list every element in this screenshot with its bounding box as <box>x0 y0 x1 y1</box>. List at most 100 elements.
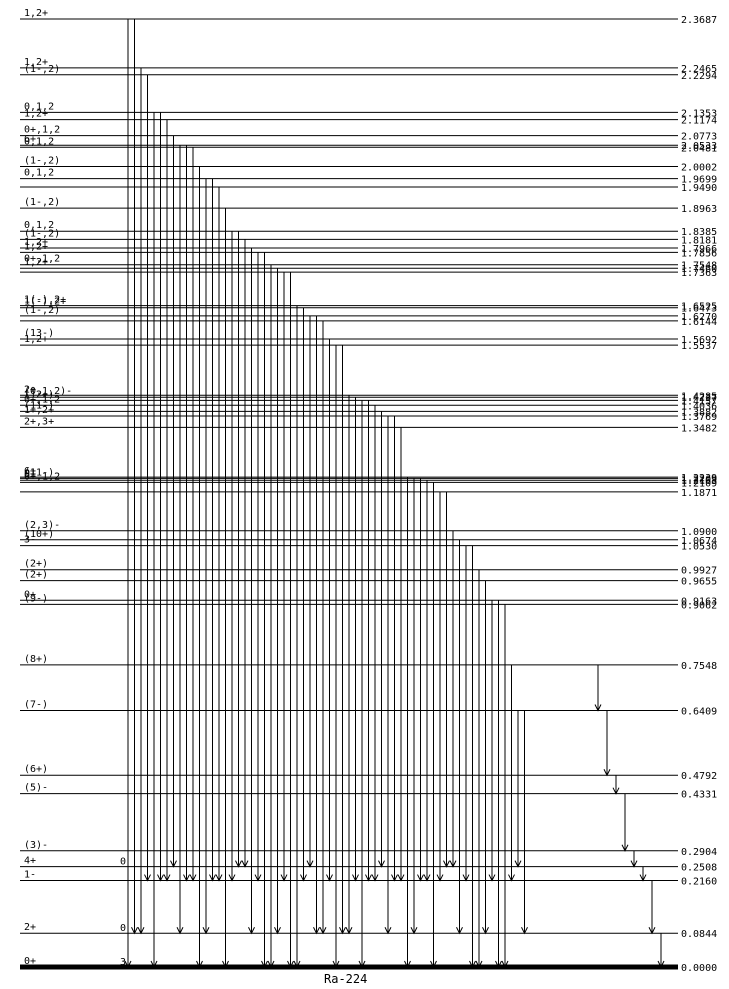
gamma-arrowhead <box>157 874 164 882</box>
gamma-arrowhead <box>456 926 463 935</box>
level-spin-label: 1(-),2+ <box>24 295 66 306</box>
gamma-arrowhead <box>144 874 151 882</box>
level-energy-label: 1.7363 <box>681 268 717 279</box>
level-energy-label: 1.4036 <box>681 401 717 412</box>
level-energy-label: 1.3882 <box>681 407 717 418</box>
level-energy-label: 2.0533 <box>681 141 717 152</box>
level-marker-label: 0 <box>120 923 126 934</box>
gamma-arrowhead <box>594 704 602 712</box>
gamma-arrowhead <box>196 960 203 969</box>
level-energy-label: 1.4237 <box>681 393 717 404</box>
level-energy-label: 0.9062 <box>681 600 717 611</box>
gamma-arrowhead <box>371 874 379 882</box>
gamma-arrowhead <box>300 874 307 882</box>
level-spin-label: 0+ <box>24 589 36 600</box>
gamma-arrowhead <box>648 926 656 935</box>
gamma-arrowhead <box>215 874 223 882</box>
gamma-arrowhead <box>384 926 392 935</box>
level-energy-label: 2.0481 <box>681 143 717 154</box>
level-spin-label: 4+ <box>24 856 36 867</box>
level-energy-label: 1.6473 <box>681 304 717 315</box>
gamma-arrowhead <box>183 874 190 882</box>
level-energy-label: 1.5537 <box>681 341 717 352</box>
level-energy-label: 1.4285 <box>681 391 717 402</box>
gamma-arrowhead <box>176 926 184 935</box>
level-energy-label: 0.2904 <box>681 847 717 858</box>
gamma-arrowhead <box>495 960 502 969</box>
level-energy-label: 1.8385 <box>681 227 717 238</box>
gamma-arrowhead <box>137 926 145 935</box>
gamma-arrowhead <box>430 960 437 969</box>
gamma-arrowhead <box>287 960 294 969</box>
gamma-arrowhead <box>410 926 418 935</box>
gamma-arrowhead <box>326 874 333 882</box>
level-energy-label: 1.7966 <box>681 244 717 255</box>
gamma-arrowhead <box>163 874 171 882</box>
level-spin-label: (0,1,2)- <box>24 386 72 397</box>
gamma-arrowhead <box>603 768 611 777</box>
level-energy-label: 2.0002 <box>681 162 717 173</box>
gamma-arrowhead <box>378 860 385 868</box>
level-energy-label: 0.0000 <box>681 963 717 974</box>
level-spin-label: (5)- <box>24 783 48 794</box>
level-spin-label: 1,2+ <box>24 57 48 68</box>
level-spin-label: (1-,2) <box>24 155 60 166</box>
gamma-arrowhead <box>417 874 424 882</box>
level-spin-label: 1+,2+ <box>24 405 54 416</box>
level-spin-label: 0+,1,2 <box>24 471 60 482</box>
level-spin-label: 1,2+ <box>24 237 48 248</box>
gamma-arrowhead <box>657 960 665 969</box>
level-energy-label: 1.7856 <box>681 248 717 259</box>
level-spin-label: 0,1,2 <box>24 136 54 147</box>
gamma-arrowhead <box>306 860 314 868</box>
gamma-arrowhead <box>404 960 411 969</box>
level-spin-label: 0+,1,2 <box>24 394 60 405</box>
level-energy-label: 1.9490 <box>681 183 717 194</box>
level-spin-label: (1-,2) <box>24 64 60 75</box>
level-spin-label: (9-) <box>24 593 48 604</box>
level-spin-label: 2+ <box>24 922 36 933</box>
level-energy-label: 1.7460 <box>681 264 717 275</box>
level-spin-label: 6+ <box>24 134 36 145</box>
level-energy-label: 2.1353 <box>681 108 717 119</box>
gamma-arrowhead <box>514 860 522 868</box>
level-spin-label: 0+ <box>24 956 36 967</box>
gamma-arrowhead <box>235 860 242 868</box>
level-energy-label: 1.0674 <box>681 536 717 547</box>
gamma-arrowhead <box>293 960 301 969</box>
gamma-arrowhead <box>124 960 132 969</box>
gamma-arrowhead <box>358 960 366 969</box>
gamma-arrowhead <box>443 860 450 868</box>
level-marker-label: 3 <box>120 957 126 968</box>
level-spin-label: 1- <box>24 870 36 881</box>
level-spin-label: (11-) <box>24 400 54 411</box>
gamma-arrowhead <box>469 960 476 969</box>
level-energy-label: 1.5692 <box>681 335 717 346</box>
gamma-arrowhead <box>508 874 515 882</box>
level-energy-label: 1.8963 <box>681 204 717 215</box>
level-spin-label: 1,2+ <box>24 334 48 345</box>
level-spin-label: 0+,1,2 <box>24 125 60 136</box>
gamma-arrowhead <box>397 874 405 882</box>
level-energy-label: 1.9699 <box>681 175 717 186</box>
level-spin-label: (2,3)- <box>24 520 60 531</box>
level-energy-label: 0.9163 <box>681 596 717 607</box>
gamma-arrowhead <box>630 860 638 868</box>
level-energy-label: 1.3769 <box>681 412 717 423</box>
level-spin-label: 1,2+ <box>24 241 48 252</box>
gamma-arrowhead <box>475 960 483 969</box>
level-energy-label: 1.6270 <box>681 312 717 323</box>
level-spin-label: (1-,2) <box>24 305 60 316</box>
gamma-arrowhead <box>501 960 509 969</box>
gamma-arrowhead <box>462 874 470 882</box>
level-energy-label: 0.0844 <box>681 929 717 940</box>
gamma-arrowhead <box>391 874 398 882</box>
level-spin-label: (1-,2) <box>24 197 60 208</box>
level-spin-label: 1,2+ <box>24 109 48 120</box>
level-energy-label: 0.9927 <box>681 566 717 577</box>
level-spin-label: 1,2+ <box>24 8 48 19</box>
gamma-arrowhead <box>222 960 229 969</box>
level-spin-label: (6+) <box>24 764 48 775</box>
gamma-arrowhead <box>280 874 288 882</box>
